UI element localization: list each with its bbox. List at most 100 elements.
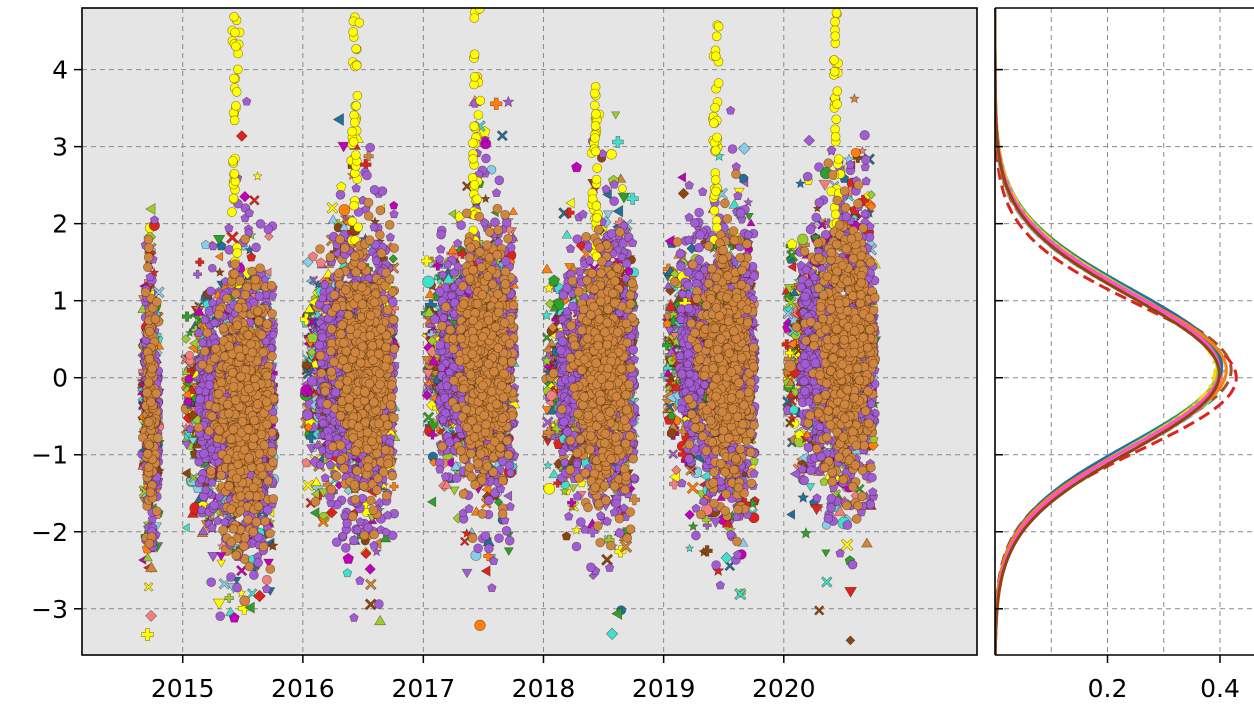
scatter-point	[216, 470, 226, 481]
scatter-point	[367, 436, 377, 447]
scatter-point	[341, 384, 352, 394]
scatter-point	[315, 244, 325, 254]
scatter-point	[227, 207, 237, 217]
scatter-point	[185, 350, 194, 360]
scatter-point	[267, 446, 278, 457]
scatter-point	[357, 341, 368, 352]
scatter-point	[262, 319, 272, 329]
scatter-point	[326, 346, 336, 357]
scatter-point	[143, 417, 154, 427]
scatter-point	[351, 60, 362, 71]
scatter-point	[253, 501, 264, 512]
scatter-point	[141, 628, 154, 641]
scatter-point	[231, 87, 242, 97]
scatter-point	[253, 557, 263, 568]
scatter-point	[144, 440, 154, 450]
scatter-point	[213, 389, 224, 399]
scatter-point	[374, 368, 385, 379]
scatter-point	[222, 399, 233, 410]
scatter-point	[320, 386, 331, 397]
scatter-point	[325, 252, 336, 262]
scatter-point	[389, 413, 399, 423]
scatter-point	[226, 504, 236, 515]
scatter-point	[254, 448, 265, 459]
scatter-point	[302, 409, 314, 421]
scatter-point	[239, 444, 250, 455]
scatter-point	[331, 537, 342, 548]
scatter-point	[331, 302, 341, 313]
scatter-point	[265, 564, 276, 574]
scatter-point	[365, 310, 376, 321]
scatter-point	[383, 458, 394, 469]
scatter-point	[350, 494, 361, 505]
scatter-point	[204, 380, 215, 390]
scatter-point	[262, 419, 272, 430]
scatter-point	[362, 444, 373, 454]
scatter-point	[367, 340, 378, 351]
scatter-point	[143, 377, 154, 388]
scatter-point	[255, 263, 265, 274]
scatter-point	[216, 377, 227, 388]
scatter-point	[231, 101, 241, 111]
scatter-point	[368, 355, 378, 366]
scatter-point	[145, 609, 158, 622]
scatter-point	[353, 422, 364, 432]
scatter-point	[226, 537, 237, 547]
scatter-point	[230, 395, 241, 406]
scatter-point	[248, 482, 259, 493]
scatter-point	[349, 200, 359, 211]
scatter-point	[314, 340, 325, 351]
scatter-point	[233, 303, 244, 313]
scatter-point	[229, 269, 240, 279]
scatter-point	[224, 481, 234, 491]
scatter-point	[237, 416, 248, 427]
scatter-point	[206, 465, 216, 476]
scatter-point	[199, 448, 209, 459]
scatter-point	[348, 27, 358, 37]
scatter-point	[345, 324, 356, 335]
scatter-point	[363, 197, 374, 208]
scatter-point	[362, 427, 373, 438]
scatter-point	[228, 424, 239, 435]
scatter-point	[344, 394, 355, 404]
scatter-point	[387, 470, 398, 481]
scatter-point	[195, 394, 205, 405]
scatter-point	[218, 323, 229, 334]
scatter-point	[229, 115, 240, 126]
scatter-point	[253, 316, 264, 327]
scatter-point	[228, 382, 239, 392]
scatter-point	[341, 346, 352, 356]
scatter-point	[354, 17, 365, 28]
scatter-point	[344, 402, 354, 413]
scatter-point	[364, 235, 375, 245]
scatter-point	[355, 357, 366, 368]
scatter-point	[263, 224, 274, 235]
scatter-point	[268, 494, 279, 504]
scatter-point	[340, 284, 351, 295]
scatter-point	[200, 346, 210, 357]
scatter-point	[310, 496, 321, 507]
scatter-point	[218, 525, 228, 535]
scatter-point	[145, 272, 155, 282]
scatter-point	[205, 286, 216, 297]
scatter-point	[229, 11, 239, 22]
scatter-point	[372, 485, 382, 496]
scatter-point	[363, 211, 374, 221]
scatter-point	[233, 64, 243, 75]
scatter-point	[356, 260, 367, 271]
scatter-point	[209, 353, 220, 364]
scatter-point	[358, 480, 369, 491]
scatter-point	[350, 150, 361, 160]
scatter-point	[259, 440, 270, 450]
scatter-point	[235, 491, 246, 502]
scatter-point	[366, 495, 376, 506]
scatter-point	[229, 169, 240, 179]
scatter-point	[329, 357, 339, 367]
scatter-point	[244, 383, 254, 394]
scatter-point	[334, 268, 344, 278]
scatter-point	[151, 388, 162, 399]
scatter-point	[258, 541, 269, 552]
scatter-point	[388, 314, 399, 325]
scatter-point	[142, 552, 153, 562]
scatter-point	[142, 448, 153, 459]
